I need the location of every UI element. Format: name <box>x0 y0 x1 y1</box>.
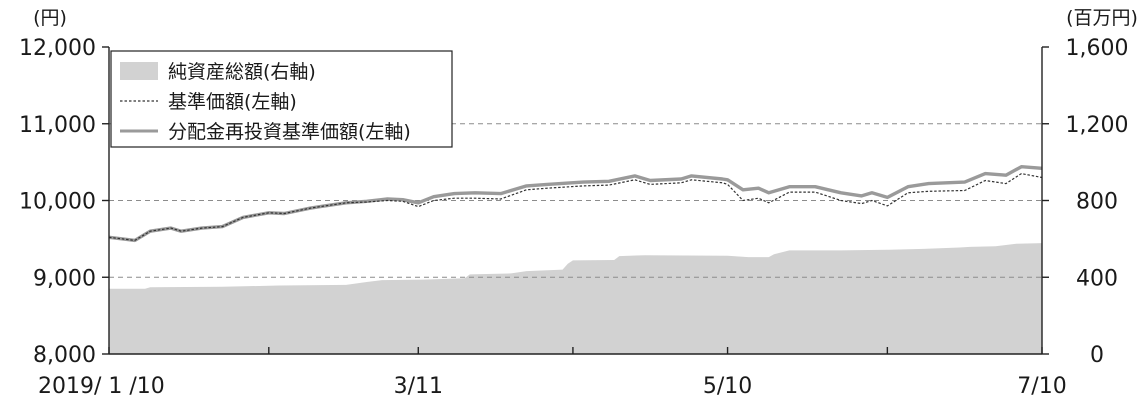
legend-label-reinvested: 分配金再投資基準価額(左軸) <box>168 121 411 143</box>
reinvested-nav-line <box>108 164 1043 243</box>
left-axis-tick-label: 12,000 <box>19 36 96 61</box>
right-axis-tick-label: 0 <box>1090 343 1104 368</box>
right-axis-tick-label: 400 <box>1076 266 1118 291</box>
x-axis-tick-label: 5/10 <box>703 374 752 399</box>
right-axis-unit: (百万円) <box>1066 7 1138 29</box>
legend: 純資産総額(右軸) 基準価額(左軸) 分配金再投資基準価額(左軸) <box>110 50 453 148</box>
left-axis-unit: (円) <box>33 7 67 29</box>
net-assets-area <box>109 243 1042 354</box>
nav-line <box>108 172 1043 242</box>
right-axis-tick-label: 1,600 <box>1066 36 1129 61</box>
right-axis-tick-label: 800 <box>1076 190 1118 215</box>
left-axis-tick-label: 11,000 <box>19 113 96 138</box>
x-axis-tick-label: 7/10 <box>1017 374 1066 399</box>
axis-layer: 8,000 9,000 10,000 11,000 12,000 0 400 800 1,200… <box>19 36 1128 399</box>
right-axis-tick-label: 1,200 <box>1066 113 1129 138</box>
left-axis-tick-label: 10,000 <box>19 190 96 215</box>
x-axis-tick-label: 2019/ 1 /10 <box>38 374 165 399</box>
legend-label-net-assets: 純資産総額(右軸) <box>168 61 316 83</box>
price-lines-layer <box>108 164 1043 243</box>
legend-swatch-net-assets <box>120 62 158 80</box>
left-axis-tick-label: 8,000 <box>33 343 96 368</box>
legend-label-nav: 基準価額(左軸) <box>168 91 297 113</box>
left-axis-tick-label: 9,000 <box>33 266 96 291</box>
legend-box <box>110 50 453 148</box>
net-assets-area-layer <box>109 243 1042 354</box>
x-axis-tick-label: 3/11 <box>394 374 443 399</box>
